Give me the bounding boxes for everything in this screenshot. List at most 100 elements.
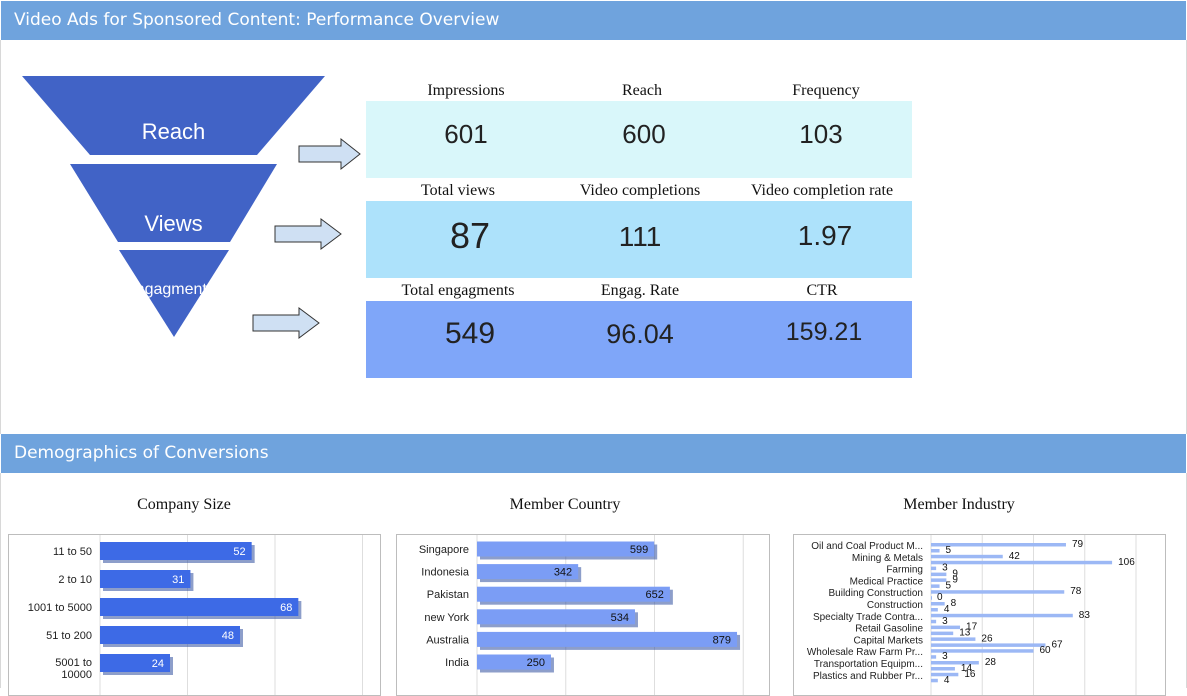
metric-label-reach: Reach xyxy=(622,82,662,99)
arrow-right-icon xyxy=(252,307,320,339)
bar-value-label: 9 xyxy=(952,574,958,585)
category-label: Farming xyxy=(886,565,923,576)
metric-value-engagement-rate: 96.04 xyxy=(606,319,674,349)
bar xyxy=(931,549,940,553)
funnel-stage-engagement xyxy=(119,250,229,337)
bar-value-label: 48 xyxy=(222,630,234,642)
bar-value-label: 78 xyxy=(1070,586,1082,597)
section-title: Demographics of Conversions xyxy=(14,443,269,463)
funnel-label-engagement: Engagment xyxy=(125,281,207,298)
bar-value-label: 5 xyxy=(946,580,952,591)
funnel-label-views: Views xyxy=(144,211,203,236)
bar-value-label: 16 xyxy=(964,669,976,680)
category-label: Retail Gasoline xyxy=(855,624,923,635)
company-size-bar-chart: 11 to 50 52 2 to 10 31 1001 to 5000 68 51 to 2… xyxy=(28,535,363,695)
category-label: 2 to 10 xyxy=(58,574,92,586)
metric-label-frequency: Frequency xyxy=(792,82,860,99)
bar xyxy=(931,643,1046,647)
category-label: Wholesale Raw Farm Pr... xyxy=(807,647,923,658)
bar-value-label: 52 xyxy=(233,546,245,558)
bar-value-label: 24 xyxy=(152,658,164,670)
bar-value-label: 534 xyxy=(611,612,629,624)
bar-value-label: 28 xyxy=(985,657,997,668)
metric-value-total-engagements: 549 xyxy=(444,317,496,350)
category-label: Mining & Metals xyxy=(852,553,923,564)
bar xyxy=(477,541,655,557)
metric-value-video-completions: 111 xyxy=(618,221,662,252)
arrow-right-icon xyxy=(274,218,342,250)
bar xyxy=(931,572,947,577)
bar-value-label: 83 xyxy=(1079,610,1091,621)
bar xyxy=(931,661,979,665)
chart-member-industry: Oil and Coal Product M... 79 5 Mining & Met… xyxy=(793,534,1166,696)
category-label: 5001 to xyxy=(55,657,92,669)
category-label: 11 to 50 xyxy=(53,546,92,558)
bar xyxy=(931,625,961,630)
bar-value-label: 3 xyxy=(942,563,948,574)
bar xyxy=(931,649,1034,653)
category-label: Plastics and Rubber Pr... xyxy=(813,671,923,682)
chart-title-member-country: Member Country xyxy=(509,496,621,513)
bar xyxy=(931,667,955,671)
category-label: Singapore xyxy=(419,544,469,556)
category-label: Indonesia xyxy=(421,567,470,579)
bar-value-label: 68 xyxy=(280,602,292,614)
bar-value-label: 8 xyxy=(951,598,957,609)
category-label: Capital Markets xyxy=(854,635,923,646)
funnel-label-reach: Reach xyxy=(141,119,206,144)
bar xyxy=(931,602,945,606)
bar xyxy=(931,584,940,588)
section-header-demographics: Demographics of Conversions xyxy=(1,434,1186,473)
bar xyxy=(100,626,240,644)
metric-value-ctr: 159.21 xyxy=(785,318,863,346)
bar-value-label: 3 xyxy=(942,651,948,662)
bar xyxy=(931,672,959,677)
bar-value-label: 3 xyxy=(942,616,948,627)
bar-value-label: 67 xyxy=(1051,639,1063,650)
bar xyxy=(931,543,1066,547)
bar-value-label: 79 xyxy=(1072,539,1084,550)
metric-row-reach: 601 600 103 xyxy=(366,101,912,178)
metric-label-total-views: Total views xyxy=(421,182,495,199)
bar-value-label: 60 xyxy=(1040,645,1052,656)
category-label: Construction xyxy=(867,600,923,611)
bar-value-label: 652 xyxy=(646,589,664,601)
category-label: 51 to 200 xyxy=(46,630,92,642)
metric-row-engagement: 549 96.04 159.21 xyxy=(366,301,912,378)
bar xyxy=(931,608,938,612)
bar-value-label: 42 xyxy=(1009,551,1021,562)
arrow-right-icon xyxy=(298,137,361,171)
bar-value-label: 106 xyxy=(1118,557,1135,568)
funnel-stage-reach xyxy=(22,76,325,155)
bar-value-label: 14 xyxy=(961,663,973,674)
bar-value-label: 26 xyxy=(981,633,993,644)
category-label: Specialty Trade Contra... xyxy=(813,612,923,623)
bar-value-label: 9 xyxy=(952,569,958,580)
bar-value-label: 599 xyxy=(630,544,648,556)
section-title: Video Ads for Sponsored Content: Perform… xyxy=(14,10,500,30)
member-country-bar-chart: Singapore 599 Indonesia 342 Pakistan 652 new Y… xyxy=(419,535,744,695)
category-label: Medical Practice xyxy=(850,576,924,587)
frame-left xyxy=(0,40,1,434)
metric-label-impressions: Impressions xyxy=(427,82,505,99)
bar xyxy=(100,654,170,672)
category-label: Oil and Coal Product M... xyxy=(811,541,923,552)
funnel-stage-views xyxy=(70,164,277,242)
bar-value-label: 250 xyxy=(527,657,545,669)
bar xyxy=(931,560,1113,565)
bar xyxy=(931,619,937,624)
metric-value-video-completion-rate: 1.97 xyxy=(797,220,853,251)
chart-title-company-size: Company Size xyxy=(137,496,231,513)
section-header-performance: Video Ads for Sponsored Content: Perform… xyxy=(1,1,1186,40)
metric-label-engagement-rate: Engag. Rate xyxy=(600,282,680,299)
category-label: Australia xyxy=(426,634,470,646)
bar xyxy=(931,590,1065,594)
frame-left xyxy=(0,473,1,688)
bar-value-label: 31 xyxy=(172,574,184,586)
metric-label-video-completions: Video completions xyxy=(579,182,701,199)
bar-value-label: 342 xyxy=(554,567,572,579)
bar-value-label: 879 xyxy=(713,634,731,646)
metric-label-video-completion-rate: Video completion rate xyxy=(750,182,894,199)
category-label: India xyxy=(445,657,470,669)
metric-value-frequency: 103 xyxy=(799,119,843,149)
